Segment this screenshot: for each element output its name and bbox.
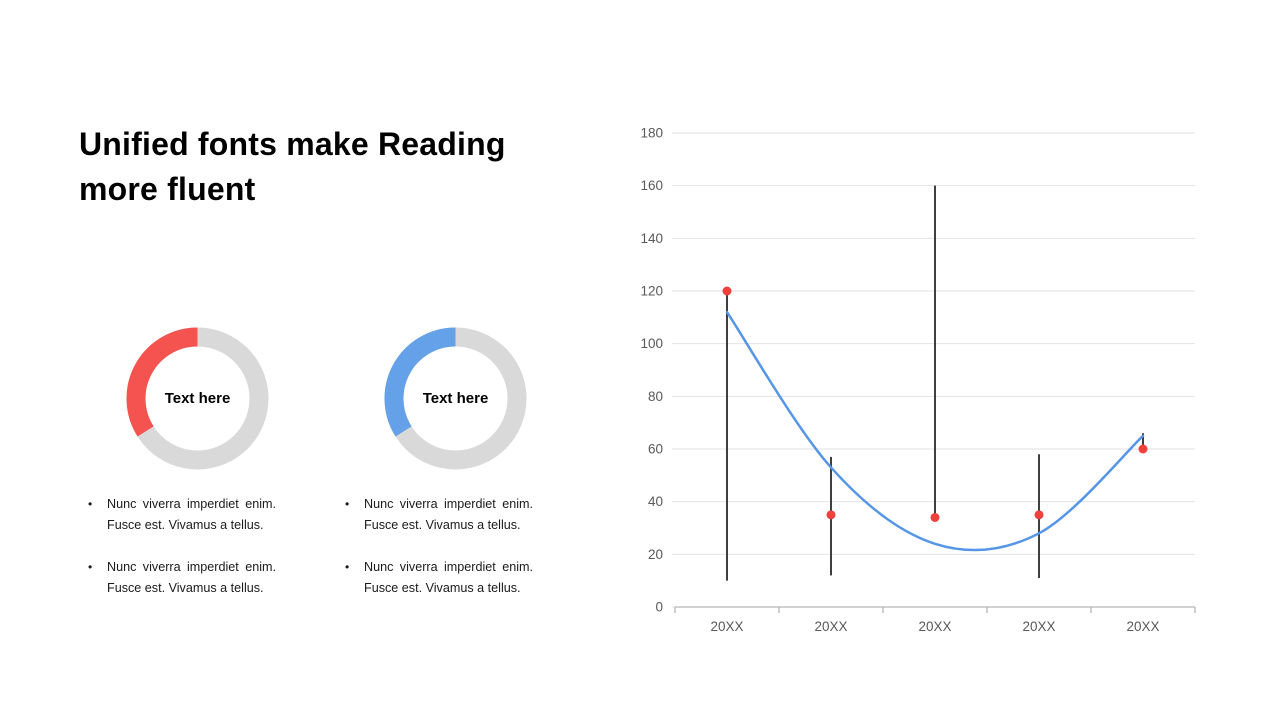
svg-text:60: 60 xyxy=(648,442,663,457)
svg-text:20: 20 xyxy=(648,547,663,562)
svg-text:160: 160 xyxy=(640,178,663,193)
donut-center-label: Text here xyxy=(422,390,489,407)
svg-text:40: 40 xyxy=(648,494,663,509)
svg-text:20XX: 20XX xyxy=(710,619,743,634)
svg-text:140: 140 xyxy=(640,231,663,246)
donut-chart-blue: Text here xyxy=(384,327,527,470)
title-line-1: Unified fonts make Reading xyxy=(79,126,506,162)
svg-text:20XX: 20XX xyxy=(918,619,951,634)
bullet-marker: • xyxy=(345,560,350,574)
list-item: • Nunc viverra imperdiet enim. Fusce est… xyxy=(345,494,533,536)
svg-text:20XX: 20XX xyxy=(1126,619,1159,634)
bullet-marker: • xyxy=(88,497,93,511)
bullet-text: Nunc viverra imperdiet enim. Fusce est. … xyxy=(107,497,276,532)
list-item: • Nunc viverra imperdiet enim. Fusce est… xyxy=(345,557,533,599)
svg-text:80: 80 xyxy=(648,389,663,404)
bullet-list-right: • Nunc viverra imperdiet enim. Fusce est… xyxy=(345,494,533,620)
list-item: • Nunc viverra imperdiet enim. Fusce est… xyxy=(88,494,276,536)
donut-chart-red: Text here xyxy=(126,327,269,470)
donut-ring-blue xyxy=(384,327,527,470)
list-item: • Nunc viverra imperdiet enim. Fusce est… xyxy=(88,557,276,599)
bullet-text: Nunc viverra imperdiet enim. Fusce est. … xyxy=(364,560,533,595)
page-title: Unified fonts make Reading more fluent xyxy=(79,122,619,212)
svg-text:180: 180 xyxy=(640,126,663,141)
svg-text:20XX: 20XX xyxy=(814,619,847,634)
svg-text:0: 0 xyxy=(655,600,663,615)
bullet-list-left: • Nunc viverra imperdiet enim. Fusce est… xyxy=(88,494,276,620)
svg-text:20XX: 20XX xyxy=(1022,619,1055,634)
svg-text:120: 120 xyxy=(640,284,663,299)
bullet-marker: • xyxy=(88,560,93,574)
donut-center-label: Text here xyxy=(164,390,231,407)
bullet-text: Nunc viverra imperdiet enim. Fusce est. … xyxy=(107,560,276,595)
donut-ring-red xyxy=(126,327,269,470)
bullet-text: Nunc viverra imperdiet enim. Fusce est. … xyxy=(364,497,533,532)
title-line-2: more fluent xyxy=(79,171,256,207)
svg-text:100: 100 xyxy=(640,336,663,351)
scatter-chart-with-trendline: 0 20 40 60 80 100 120 140 160 180 20XX 20XX 20XX 20XX… xyxy=(640,126,1196,634)
bullet-marker: • xyxy=(345,497,350,511)
